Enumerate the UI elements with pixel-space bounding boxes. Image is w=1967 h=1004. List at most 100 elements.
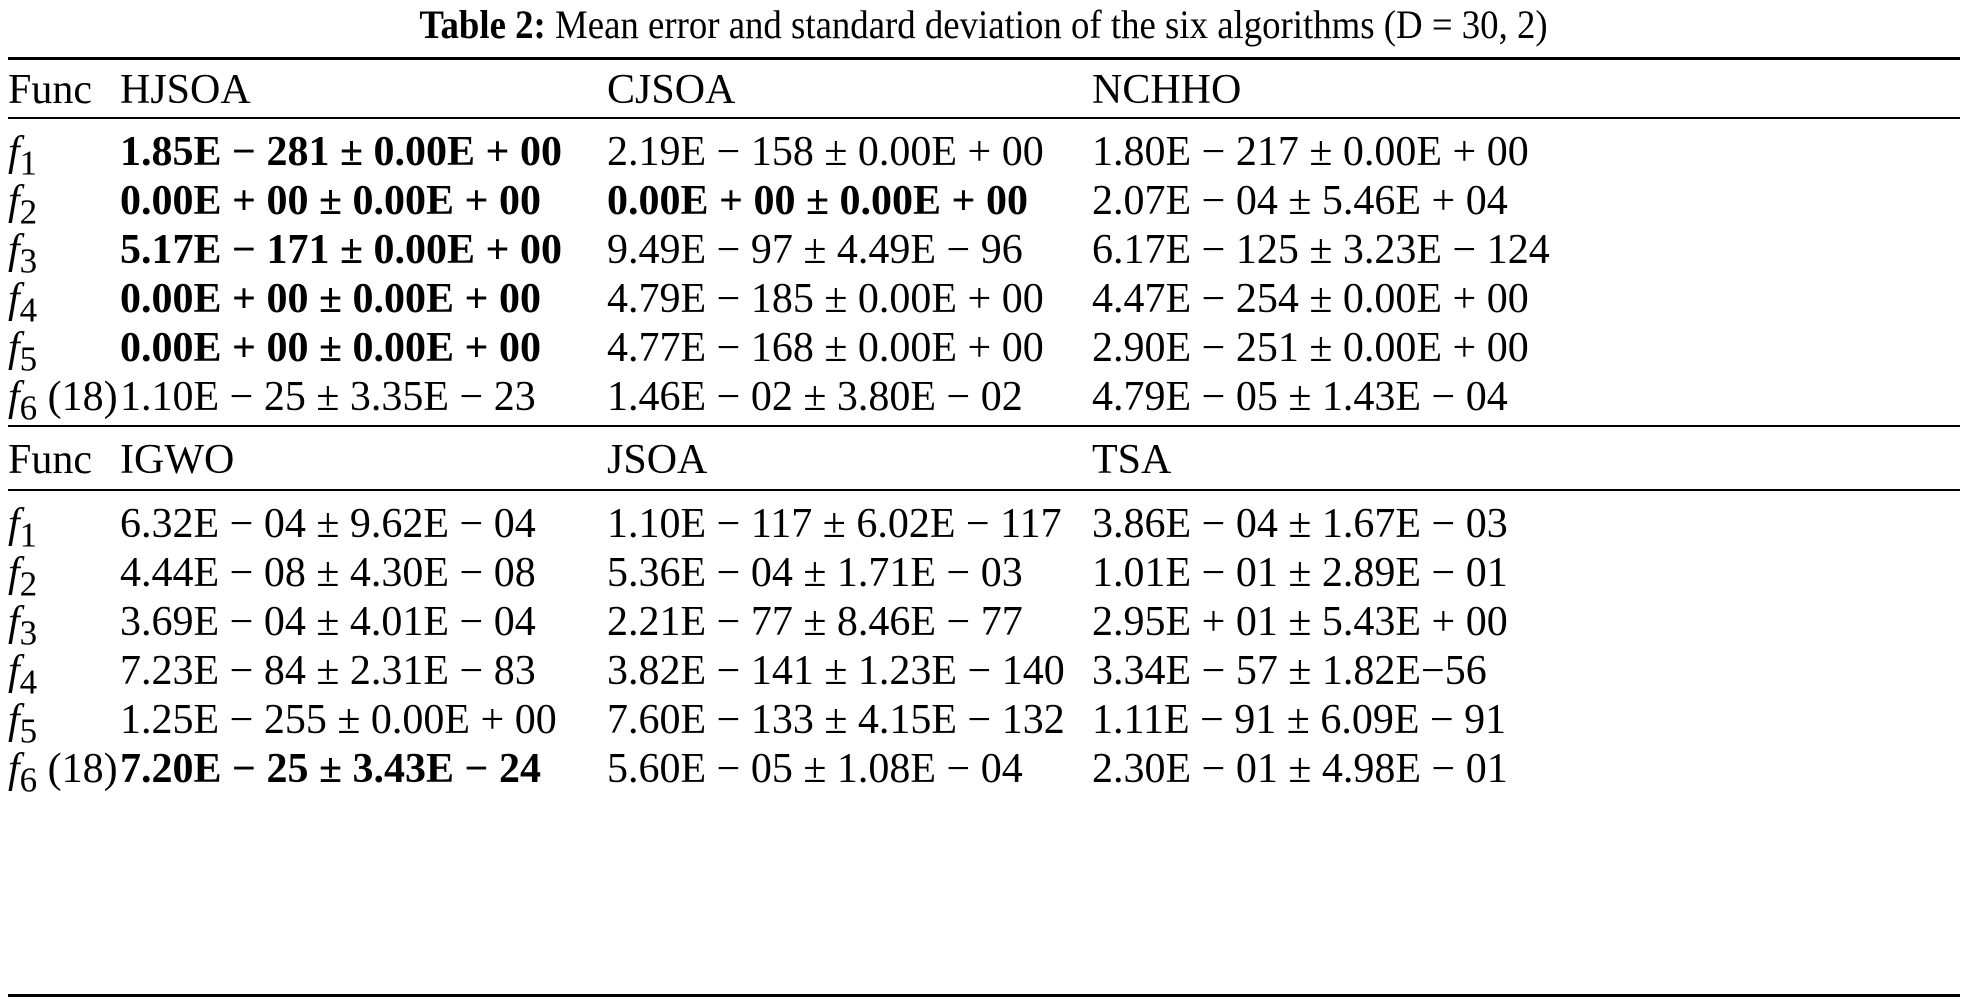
result-cell: 4.77E − 168 ± 0.00E + 00 <box>607 325 1044 371</box>
function-index: 5 <box>19 339 38 379</box>
function-index: 3 <box>19 241 38 281</box>
result-cell: 1.85E − 281 ± 0.00E + 00 <box>120 129 562 175</box>
result-cell: 1.10E − 25 ± 3.35E − 23 <box>120 374 536 420</box>
header-tsa: TSA <box>1092 437 1172 483</box>
result-cell: 7.23E − 84 ± 2.31E − 83 <box>120 648 536 694</box>
header-row-2: Func IGWO JSOA TSA <box>0 436 1967 485</box>
function-symbol: f <box>8 178 20 224</box>
result-cell: 0.00E + 00 ± 0.00E + 00 <box>120 325 541 371</box>
function-label: f6 (18) <box>8 745 118 804</box>
function-index: 1 <box>19 143 38 183</box>
function-label: f5 <box>8 696 37 755</box>
header-nchho: NCHHO <box>1092 67 1242 113</box>
result-cell: 2.21E − 77 ± 8.46E − 77 <box>607 599 1023 645</box>
function-index: 2 <box>19 564 38 604</box>
function-label: f3 <box>8 598 37 657</box>
result-cell: 4.79E − 05 ± 1.43E − 04 <box>1092 374 1508 420</box>
result-cell: 5.60E − 05 ± 1.08E − 04 <box>607 746 1023 792</box>
table-row: f6 (18) 7.20E − 25 ± 3.43E − 24 5.60E − 05… <box>0 745 1967 799</box>
result-cell: 1.25E − 255 ± 0.00E + 00 <box>120 697 557 743</box>
table-row: f4 0.00E + 00 ± 0.00E + 00 4.79E − 185 ± 0… <box>0 275 1967 329</box>
function-symbol: f <box>8 746 20 792</box>
header-cjsoa: CJSOA <box>607 67 736 113</box>
function-symbol: f <box>8 599 20 645</box>
function-symbol: f <box>8 374 20 420</box>
result-cell: 1.46E − 02 ± 3.80E − 02 <box>607 374 1023 420</box>
result-cell: 4.79E − 185 ± 0.00E + 00 <box>607 276 1044 322</box>
table-row: f5 0.00E + 00 ± 0.00E + 00 4.77E − 168 ± 0… <box>0 324 1967 378</box>
result-cell: 0.00E + 00 ± 0.00E + 00 <box>120 178 541 224</box>
table-row: f6 (18) 1.10E − 25 ± 3.35E − 23 1.46E − 02… <box>0 373 1967 427</box>
function-label: f2 <box>8 177 37 236</box>
function-symbol: f <box>8 325 20 371</box>
result-cell: 1.01E − 01 ± 2.89E − 01 <box>1092 550 1508 596</box>
result-cell: 2.07E − 04 ± 5.46E + 04 <box>1092 178 1508 224</box>
result-cell: 2.30E − 01 ± 4.98E − 01 <box>1092 746 1508 792</box>
table-row: f1 6.32E − 04 ± 9.62E − 04 1.10E − 117 ± 6… <box>0 500 1967 554</box>
result-cell: 3.34E − 57 ± 1.82E−56 <box>1092 648 1487 694</box>
result-cell: 9.49E − 97 ± 4.49E − 96 <box>607 227 1023 273</box>
header-jsoa: JSOA <box>607 437 708 483</box>
result-cell: 2.19E − 158 ± 0.00E + 00 <box>607 129 1044 175</box>
table-row: f3 5.17E − 171 ± 0.00E + 00 9.49E − 97 ± 4… <box>0 226 1967 280</box>
function-suffix: (18) <box>37 374 118 420</box>
result-cell: 1.80E − 217 ± 0.00E + 00 <box>1092 129 1529 175</box>
header-rule-2 <box>8 489 1960 491</box>
function-index: 2 <box>19 192 38 232</box>
result-cell: 4.44E − 08 ± 4.30E − 08 <box>120 550 536 596</box>
result-cell: 5.17E − 171 ± 0.00E + 00 <box>120 227 562 273</box>
header-igwo: IGWO <box>120 437 235 483</box>
mid-rule <box>8 425 1960 427</box>
function-index: 6 <box>19 388 38 428</box>
function-index: 1 <box>19 515 38 555</box>
function-label: f5 <box>8 324 37 383</box>
result-cell: 1.10E − 117 ± 6.02E − 117 <box>607 501 1062 547</box>
table-row: f4 7.23E − 84 ± 2.31E − 83 3.82E − 141 ± 1… <box>0 647 1967 701</box>
header-rule-1 <box>8 117 1960 119</box>
function-suffix: (18) <box>37 746 118 792</box>
function-label: f6 (18) <box>8 373 118 432</box>
function-index: 4 <box>19 290 38 330</box>
header-hjsoa: HJSOA <box>120 67 251 113</box>
table-caption: Table 2: Mean error and standard deviati… <box>79 0 1889 50</box>
bottom-rule <box>8 994 1960 997</box>
top-rule <box>8 57 1960 60</box>
result-cell: 1.11E − 91 ± 6.09E − 91 <box>1092 697 1507 743</box>
result-cell: 7.60E − 133 ± 4.15E − 132 <box>607 697 1065 743</box>
table-row: f5 1.25E − 255 ± 0.00E + 00 7.60E − 133 ± … <box>0 696 1967 750</box>
header-func: Func <box>8 67 92 113</box>
table-caption-text: Mean error and standard deviation of the… <box>555 2 1548 47</box>
result-cell: 6.32E − 04 ± 9.62E − 04 <box>120 501 536 547</box>
function-label: f4 <box>8 647 37 706</box>
header-func: Func <box>8 437 92 483</box>
function-index: 4 <box>19 662 38 702</box>
function-symbol: f <box>8 501 20 547</box>
result-cell: 3.69E − 04 ± 4.01E − 04 <box>120 599 536 645</box>
function-label: f1 <box>8 128 37 187</box>
function-label: f1 <box>8 500 37 559</box>
function-index: 5 <box>19 711 38 751</box>
table-label: Table 2: <box>419 2 546 47</box>
function-label: f3 <box>8 226 37 285</box>
function-symbol: f <box>8 129 20 175</box>
table-row: f3 3.69E − 04 ± 4.01E − 04 2.21E − 77 ± 8.… <box>0 598 1967 652</box>
result-cell: 4.47E − 254 ± 0.00E + 00 <box>1092 276 1529 322</box>
result-cell: 3.82E − 141 ± 1.23E − 140 <box>607 648 1065 694</box>
result-cell: 0.00E + 00 ± 0.00E + 00 <box>607 178 1028 224</box>
function-label: f2 <box>8 549 37 608</box>
result-cell: 0.00E + 00 ± 0.00E + 00 <box>120 276 541 322</box>
result-cell: 6.17E − 125 ± 3.23E − 124 <box>1092 227 1550 273</box>
table-row: f2 0.00E + 00 ± 0.00E + 00 0.00E + 00 ± 0.… <box>0 177 1967 231</box>
header-row-1: Func HJSOA CJSOA NCHHO <box>0 66 1967 115</box>
function-symbol: f <box>8 550 20 596</box>
function-label: f4 <box>8 275 37 334</box>
result-cell: 5.36E − 04 ± 1.71E − 03 <box>607 550 1023 596</box>
function-symbol: f <box>8 227 20 273</box>
function-index: 6 <box>19 760 38 800</box>
table-row: f1 1.85E − 281 ± 0.00E + 00 2.19E − 158 ± … <box>0 128 1967 182</box>
result-cell: 7.20E − 25 ± 3.43E − 24 <box>120 746 541 792</box>
function-symbol: f <box>8 697 20 743</box>
table-row: f2 4.44E − 08 ± 4.30E − 08 5.36E − 04 ± 1.… <box>0 549 1967 603</box>
result-cell: 3.86E − 04 ± 1.67E − 03 <box>1092 501 1508 547</box>
result-cell: 2.90E − 251 ± 0.00E + 00 <box>1092 325 1529 371</box>
